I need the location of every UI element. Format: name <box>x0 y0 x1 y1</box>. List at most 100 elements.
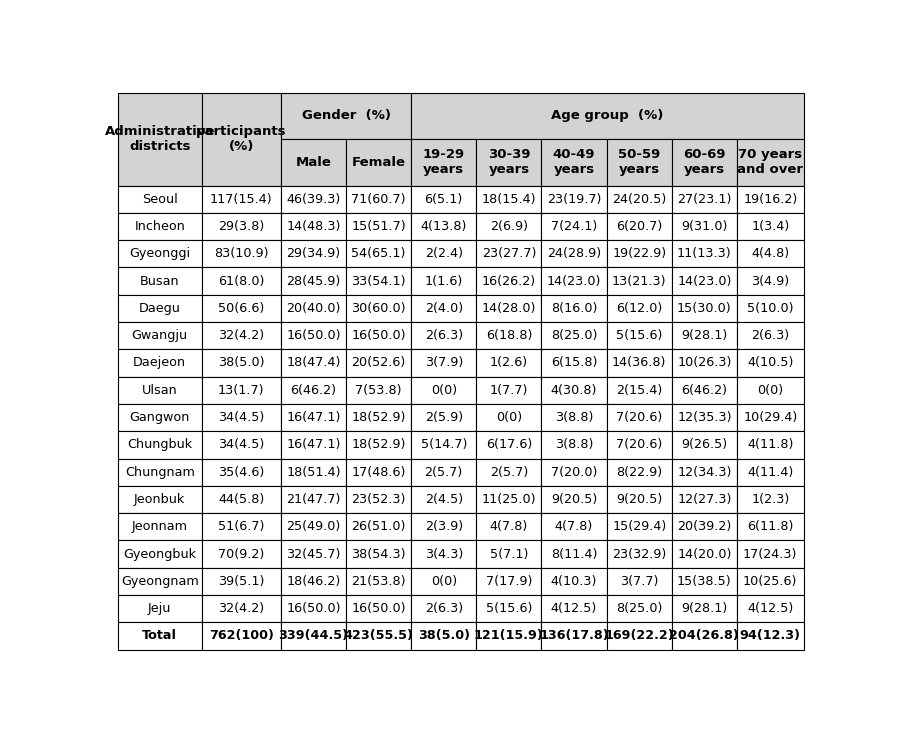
Text: 32(45.7): 32(45.7) <box>286 548 341 561</box>
Bar <box>201 513 280 540</box>
Text: 34(4.5): 34(4.5) <box>218 438 264 451</box>
Text: 1(3.4): 1(3.4) <box>751 220 789 233</box>
Bar <box>737 376 804 404</box>
Bar <box>476 240 541 268</box>
Text: Gender  (%): Gender (%) <box>301 110 390 123</box>
Text: 4(7.8): 4(7.8) <box>490 520 528 534</box>
Bar <box>476 459 541 486</box>
Text: 7(20.6): 7(20.6) <box>616 438 663 451</box>
Text: 34(4.5): 34(4.5) <box>218 411 264 424</box>
Text: 9(20.5): 9(20.5) <box>551 493 597 506</box>
Text: 20(39.2): 20(39.2) <box>677 520 732 534</box>
Text: 7(20.6): 7(20.6) <box>616 411 663 424</box>
Bar <box>411 623 476 650</box>
Text: 2(2.4): 2(2.4) <box>424 247 463 260</box>
Bar <box>541 513 607 540</box>
Bar <box>541 540 607 567</box>
Bar <box>118 93 201 185</box>
Text: 4(13.8): 4(13.8) <box>421 220 467 233</box>
Text: 9(20.5): 9(20.5) <box>616 493 663 506</box>
Bar <box>280 376 346 404</box>
Text: 15(29.4): 15(29.4) <box>612 520 666 534</box>
Bar <box>607 540 672 567</box>
Text: Daegu: Daegu <box>138 302 181 315</box>
Bar <box>280 513 346 540</box>
Text: 23(52.3): 23(52.3) <box>352 493 405 506</box>
Text: 38(5.0): 38(5.0) <box>418 629 470 642</box>
Bar <box>280 567 346 595</box>
Text: 33(54.1): 33(54.1) <box>352 275 405 287</box>
Bar <box>411 459 476 486</box>
Text: Seoul: Seoul <box>142 193 178 206</box>
Text: 16(50.0): 16(50.0) <box>352 329 405 343</box>
Bar <box>411 295 476 322</box>
Text: 29(34.9): 29(34.9) <box>287 247 341 260</box>
Bar <box>118 486 201 513</box>
Text: 50-59
years: 50-59 years <box>619 148 661 176</box>
Bar <box>118 376 201 404</box>
Text: 6(12.0): 6(12.0) <box>616 302 663 315</box>
Bar <box>476 486 541 513</box>
Text: 1(2.3): 1(2.3) <box>751 493 789 506</box>
Bar <box>541 404 607 431</box>
Text: 18(52.9): 18(52.9) <box>352 411 405 424</box>
Text: Busan: Busan <box>140 275 180 287</box>
Text: 28(45.9): 28(45.9) <box>286 275 341 287</box>
Text: 11(25.0): 11(25.0) <box>482 493 536 506</box>
Text: 39(5.1): 39(5.1) <box>218 575 264 588</box>
Bar <box>346 513 411 540</box>
Text: 9(28.1): 9(28.1) <box>681 329 727 343</box>
Bar <box>672 376 737 404</box>
Text: 46(39.3): 46(39.3) <box>286 193 341 206</box>
Text: 204(26.8): 204(26.8) <box>670 629 739 642</box>
Text: 13(21.3): 13(21.3) <box>612 275 666 287</box>
Text: 6(15.8): 6(15.8) <box>551 356 597 370</box>
Text: Gyeongnam: Gyeongnam <box>120 575 199 588</box>
Bar <box>280 185 346 213</box>
Text: Gwangju: Gwangju <box>131 329 188 343</box>
Bar <box>541 595 607 623</box>
Bar <box>201 567 280 595</box>
Bar <box>607 295 672 322</box>
Text: 19(16.2): 19(16.2) <box>743 193 797 206</box>
Bar <box>607 595 672 623</box>
Bar <box>476 513 541 540</box>
Text: 30-39
years: 30-39 years <box>487 148 530 176</box>
Text: 61(8.0): 61(8.0) <box>218 275 264 287</box>
Bar <box>607 513 672 540</box>
Text: 17(24.3): 17(24.3) <box>743 548 797 561</box>
Text: 4(10.5): 4(10.5) <box>747 356 794 370</box>
Text: 13(1.7): 13(1.7) <box>218 384 264 397</box>
Bar <box>607 213 672 240</box>
Bar <box>411 513 476 540</box>
Bar <box>541 486 607 513</box>
Text: 5(7.1): 5(7.1) <box>490 548 528 561</box>
Bar <box>737 459 804 486</box>
Text: 1(2.6): 1(2.6) <box>490 356 528 370</box>
Bar <box>737 240 804 268</box>
Text: 6(20.7): 6(20.7) <box>616 220 663 233</box>
Bar <box>541 459 607 486</box>
Text: 4(10.3): 4(10.3) <box>551 575 597 588</box>
Bar <box>541 268 607 295</box>
Bar <box>346 567 411 595</box>
Text: 51(6.7): 51(6.7) <box>218 520 264 534</box>
Text: 23(27.7): 23(27.7) <box>482 247 536 260</box>
Text: 50(6.6): 50(6.6) <box>218 302 264 315</box>
Text: Ulsan: Ulsan <box>142 384 178 397</box>
Bar <box>201 431 280 459</box>
Bar <box>672 139 737 185</box>
Bar <box>118 540 201 567</box>
Bar <box>411 404 476 431</box>
Text: 3(7.9): 3(7.9) <box>424 356 463 370</box>
Bar <box>672 623 737 650</box>
Text: 2(4.0): 2(4.0) <box>424 302 463 315</box>
Bar <box>737 322 804 349</box>
Text: Incheon: Incheon <box>134 220 185 233</box>
Bar <box>346 404 411 431</box>
Text: 6(17.6): 6(17.6) <box>485 438 532 451</box>
Text: 40-49
years: 40-49 years <box>553 148 595 176</box>
Bar <box>737 595 804 623</box>
Bar <box>672 567 737 595</box>
Text: 38(54.3): 38(54.3) <box>352 548 405 561</box>
